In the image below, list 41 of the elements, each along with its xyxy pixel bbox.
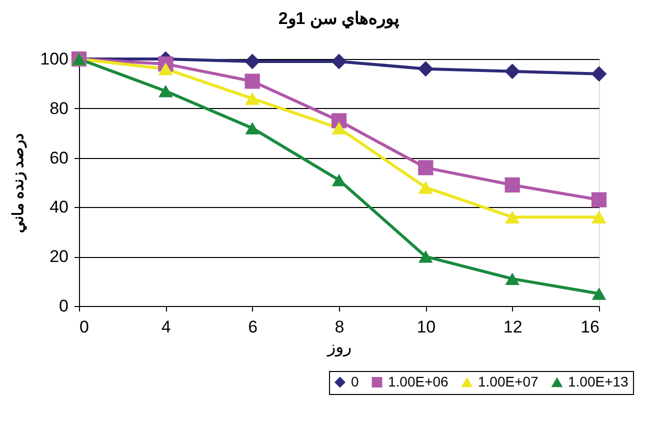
point [504,210,520,224]
x-tick-label: 16 [580,318,600,336]
point [244,92,260,105]
point [158,62,174,76]
point [505,272,520,286]
point [331,54,347,70]
point [592,210,606,224]
y-tick-label: 40 [50,198,68,217]
point [244,54,260,70]
y-tick-label: 20 [50,247,68,266]
chart-title: پوره‌هاي سن 1و2 [278,9,400,29]
x-tick-label: 12 [503,318,522,336]
point [245,122,260,134]
point [244,74,260,89]
y-axis-title: درصد زنده ماني [10,132,28,234]
point [591,192,607,208]
point [332,174,346,186]
y-tick-label: 100 [40,50,68,68]
point [158,84,173,98]
legend-label: 1.00E+13 [568,374,629,390]
y-tick-label: 80 [50,98,68,118]
legend-label: 1.00E+06 [388,373,449,390]
point [592,287,606,300]
x-tick-label: 10 [416,318,436,336]
legend-label: 1.00E+07 [478,374,539,390]
point [418,181,434,194]
y-tick-label: 60 [50,148,68,168]
legend-label: 0 [351,373,359,390]
y-tick-label: 0 [59,296,68,316]
x-tick-label: 4 [161,318,171,336]
point [418,61,434,77]
point [591,66,607,82]
point [332,122,346,135]
x-tick-label: 0 [80,318,89,336]
x-tick-label: 8 [334,318,344,336]
point [504,177,520,193]
point [504,64,520,80]
point [418,250,433,263]
x-axis-title: روز [326,338,352,358]
x-tick-label: 6 [248,318,258,336]
point [418,160,434,176]
